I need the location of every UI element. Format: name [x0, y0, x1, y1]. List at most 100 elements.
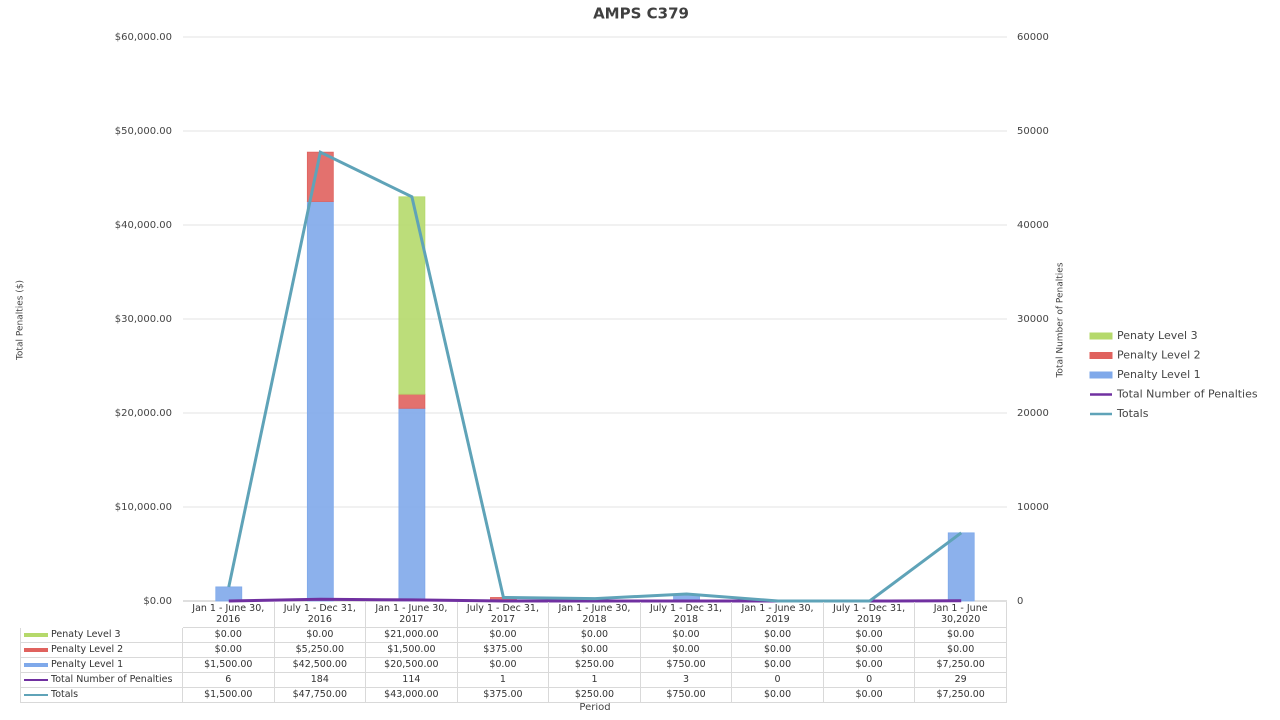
table-value: $0.00	[183, 643, 275, 658]
legend-label: Penaty Level 3	[1117, 329, 1198, 342]
table-value: 1	[549, 673, 641, 688]
table-row-label: Totals	[20, 688, 183, 703]
bar	[398, 196, 426, 395]
legend-label: Penalty Level 2	[1117, 349, 1201, 362]
x-axis-title: Period	[579, 702, 610, 713]
table-value: 6	[183, 673, 275, 688]
table-value: $1,500.00	[183, 688, 275, 703]
y2-tick-label: 30000	[1017, 314, 1049, 325]
table-value: $5,250.00	[274, 643, 367, 658]
table-value: $21,000.00	[366, 628, 458, 643]
table-value: $0.00	[732, 658, 824, 673]
table-value: $0.00	[457, 658, 550, 673]
table-value: $42,500.00	[274, 658, 367, 673]
table-value: 3	[640, 673, 733, 688]
legend-key	[24, 648, 48, 652]
legend-key	[24, 694, 48, 696]
bar	[306, 201, 334, 602]
x-tick-label: July 1 - Dec 31, 2017	[457, 602, 550, 628]
x-tick-label: Jan 1 - June 30, 2017	[366, 602, 458, 628]
table-value: $0.00	[823, 658, 916, 673]
table-value: $0.00	[732, 688, 824, 703]
chart-title: AMPS C379	[593, 5, 689, 23]
legend-key	[1089, 332, 1113, 340]
legend-key	[24, 663, 48, 667]
table-value: $0.00	[640, 628, 733, 643]
bar	[398, 393, 426, 409]
y-tick-label: $10,000.00	[115, 502, 172, 513]
y2-tick-label: 40000	[1017, 220, 1049, 231]
table-value: 184	[274, 673, 367, 688]
table-value: $0.00	[915, 643, 1007, 658]
table-value: $375.00	[457, 643, 550, 658]
table-row-label: Total Number of Penalties	[20, 673, 183, 688]
table-value: $0.00	[732, 628, 824, 643]
y2-axis-title: Total Number of Penalties	[1056, 262, 1066, 378]
table-value: 0	[823, 673, 916, 688]
table-row-label: Penalty Level 2	[20, 643, 183, 658]
table-value: $750.00	[640, 658, 733, 673]
table-value: $0.00	[274, 628, 367, 643]
y2-tick-label: 10000	[1017, 502, 1049, 513]
table-value: $0.00	[549, 628, 641, 643]
x-tick-label: July 1 - Dec 31, 2016	[274, 602, 367, 628]
y-tick-label: $20,000.00	[115, 408, 172, 419]
legend-key	[1089, 352, 1113, 359]
legend-key	[24, 679, 48, 681]
y-tick-label: $30,000.00	[115, 314, 172, 325]
x-tick-label: Jan 1 - June 30, 2016	[183, 602, 275, 628]
table-value: $0.00	[640, 643, 733, 658]
legend-key	[1089, 371, 1113, 379]
x-tick-label: Jan 1 - June 30,2020	[915, 602, 1007, 628]
table-value: 29	[915, 673, 1007, 688]
data-table: Jan 1 - June 30, 2016 July 1 - Dec 31, 20…	[20, 602, 1007, 703]
table-corner	[20, 602, 183, 627]
table-value: $0.00	[823, 628, 916, 643]
y2-tick-label: 50000	[1017, 126, 1049, 137]
line-series	[227, 149, 963, 603]
table-value: $0.00	[823, 643, 916, 658]
y2-tick-label: 60000	[1017, 32, 1049, 43]
table-value: 0	[732, 673, 824, 688]
table-value: $0.00	[823, 688, 916, 703]
table-value: $20,500.00	[366, 658, 458, 673]
y-axis-title: Total Penalties ($)	[16, 280, 26, 361]
table-value: $47,750.00	[274, 688, 367, 703]
table-value: $1,500.00	[183, 658, 275, 673]
table-value: $0.00	[183, 628, 275, 643]
table-row-label: Penaty Level 3	[20, 628, 183, 643]
y-tick-label: $50,000.00	[115, 126, 172, 137]
legend-label: Total Number of Penalties	[1116, 388, 1258, 401]
table-value: $0.00	[549, 643, 641, 658]
table-value: $43,000.00	[366, 688, 458, 703]
y-tick-label: $0.00	[143, 596, 172, 607]
legend-label: Totals	[1116, 407, 1149, 420]
y2-tick-label: 0	[1017, 596, 1023, 607]
table-value: $0.00	[732, 643, 824, 658]
bar	[398, 407, 426, 602]
table-value: 114	[366, 673, 458, 688]
y-tick-label: $60,000.00	[115, 32, 172, 43]
bar	[215, 586, 243, 602]
y-tick-label: $40,000.00	[115, 220, 172, 231]
table-value: $750.00	[640, 688, 733, 703]
table-value: $250.00	[549, 688, 641, 703]
x-tick-label: Jan 1 - June 30, 2018	[549, 602, 641, 628]
x-tick-label: Jan 1 - June 30, 2019	[732, 602, 824, 628]
legend-label: Penalty Level 1	[1117, 368, 1201, 381]
x-tick-label: July 1 - Dec 31, 2018	[640, 602, 733, 628]
table-value: $1,500.00	[366, 643, 458, 658]
bar	[947, 532, 975, 602]
table-value: 1	[457, 673, 550, 688]
table-value: $7,250.00	[915, 658, 1007, 673]
table-value: $7,250.00	[915, 688, 1007, 703]
y2-tick-label: 20000	[1017, 408, 1049, 419]
table-value: $250.00	[549, 658, 641, 673]
table-row-label: Penalty Level 1	[20, 658, 183, 673]
table-value: $375.00	[457, 688, 550, 703]
table-value: $0.00	[457, 628, 550, 643]
table-value: $0.00	[915, 628, 1007, 643]
legend-key	[24, 633, 48, 637]
